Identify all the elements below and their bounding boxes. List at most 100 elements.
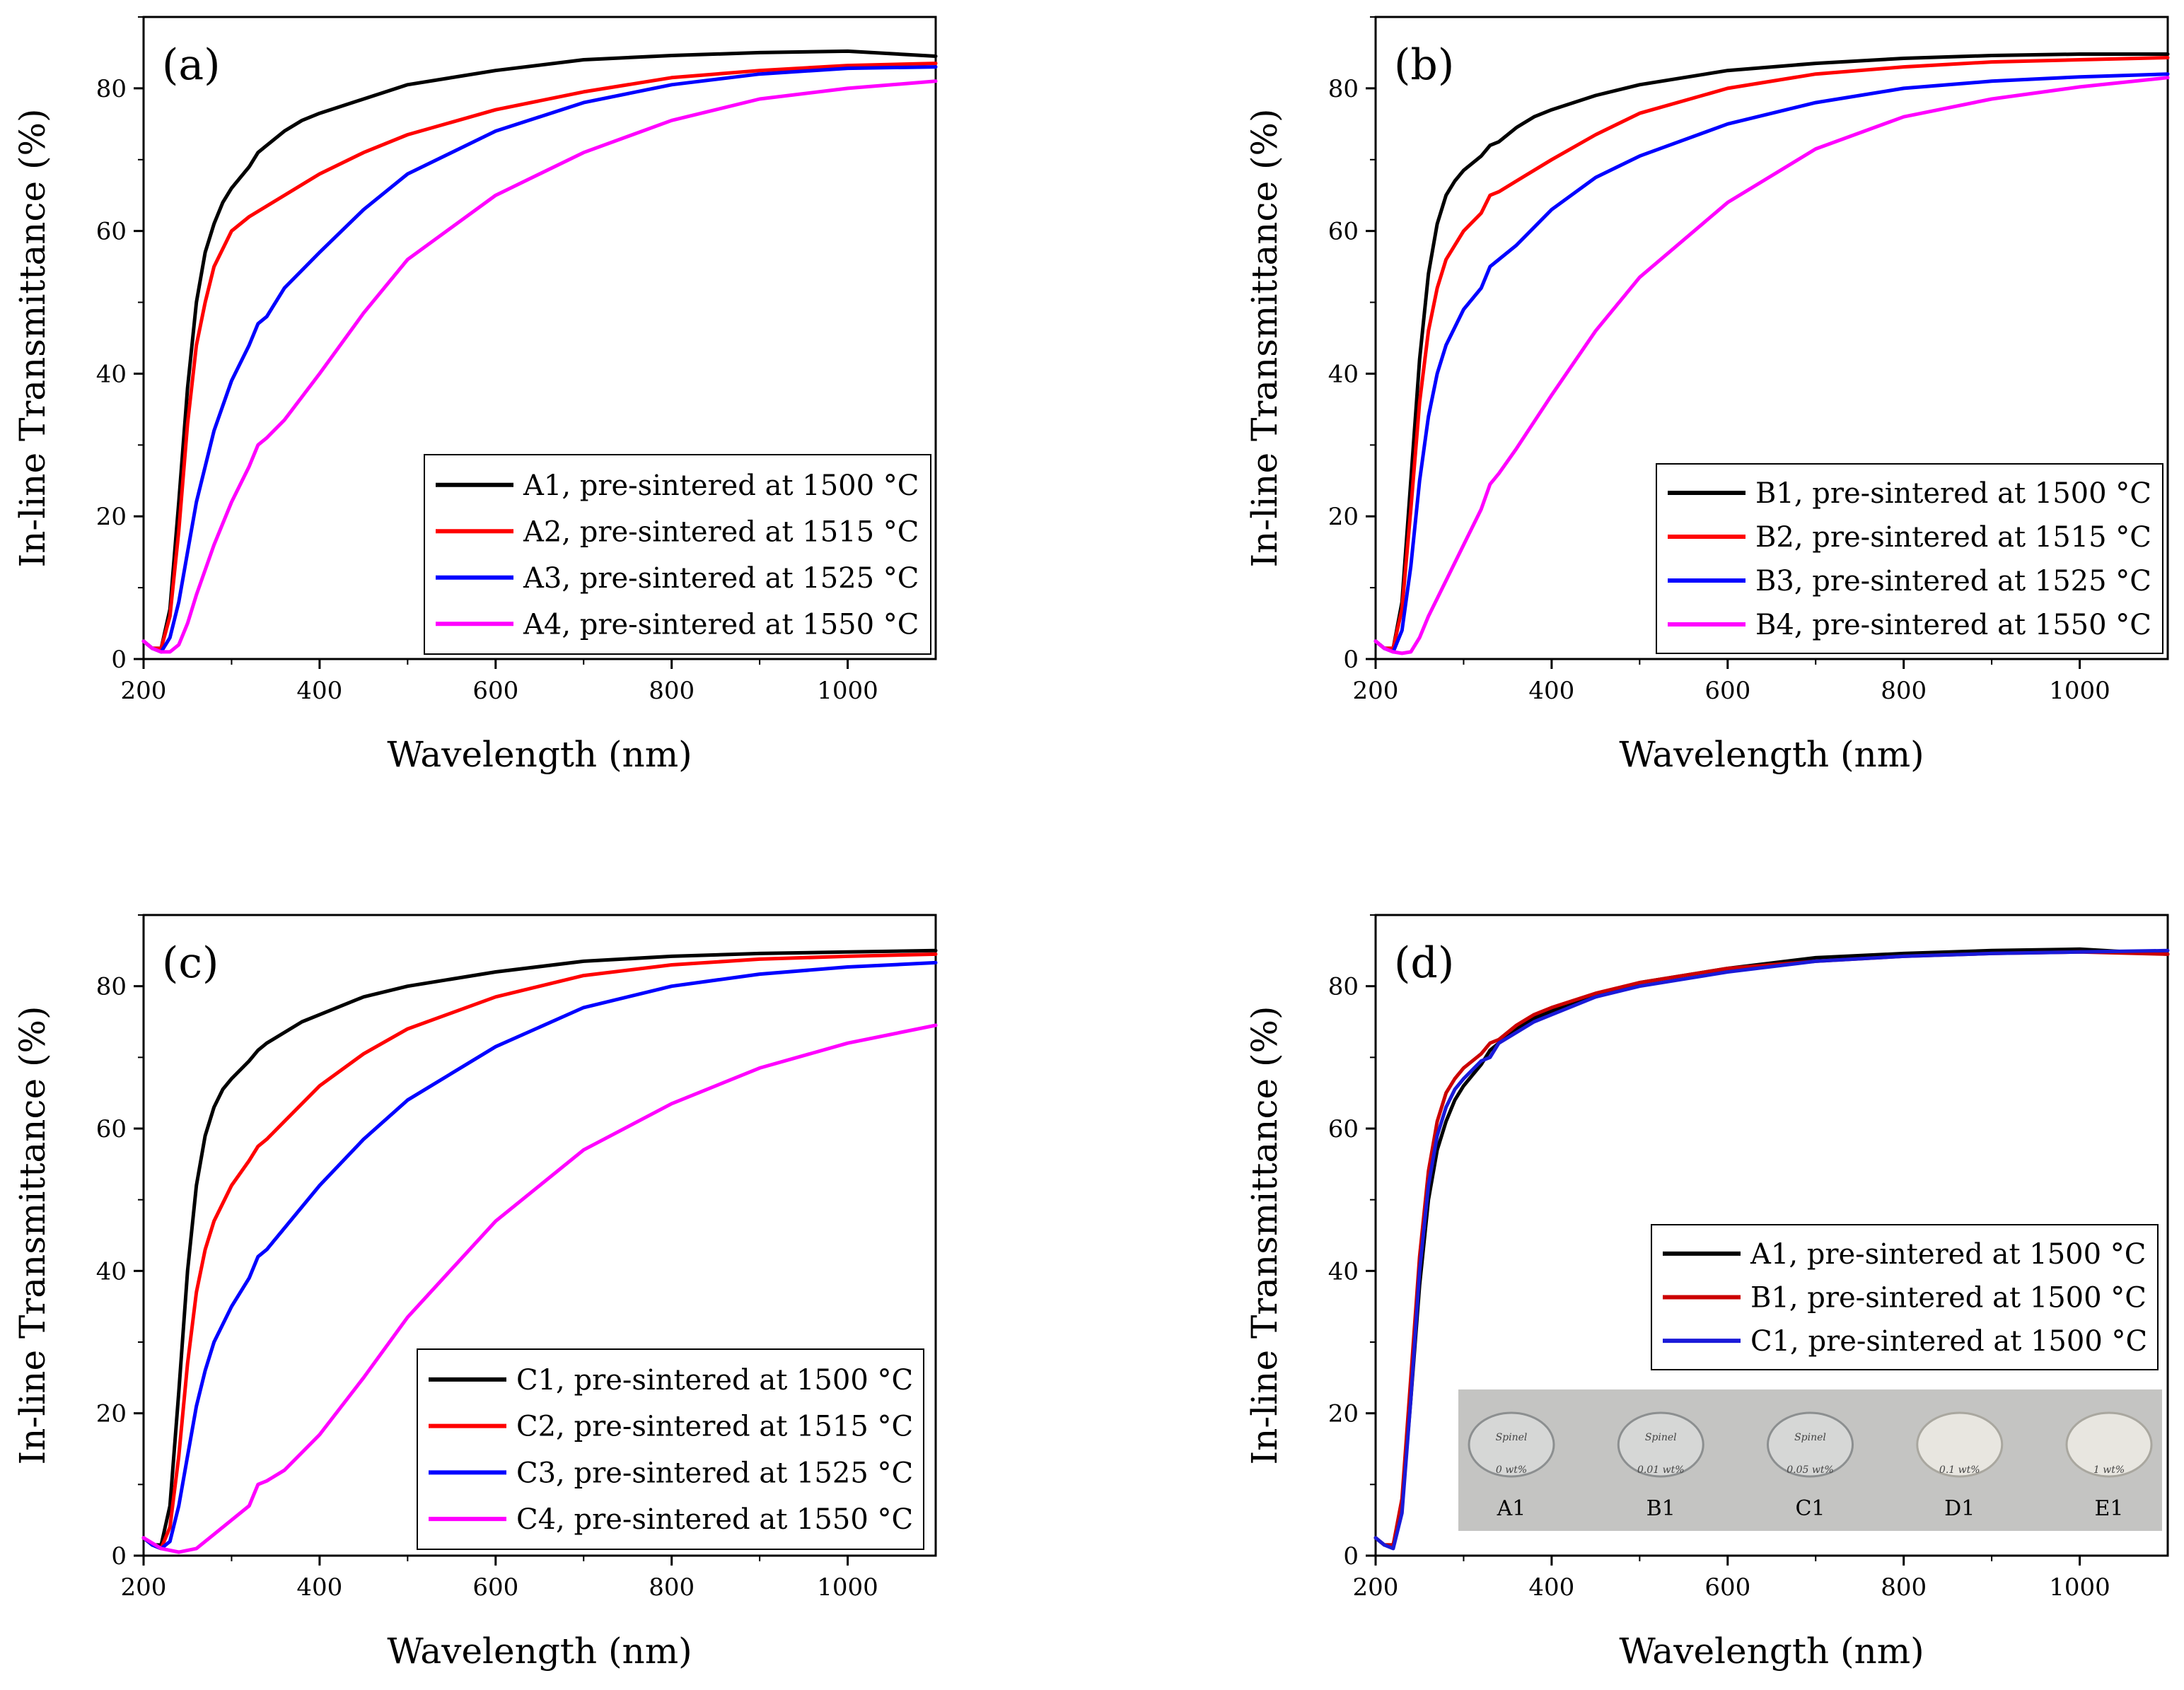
x-tick-label: 200 bbox=[121, 1573, 167, 1602]
x-tick-label: 1000 bbox=[2049, 1573, 2110, 1602]
y-tick-label: 80 bbox=[96, 973, 127, 1001]
legend-entry: B1, pre-sintered at 1500 °C bbox=[1755, 477, 2151, 510]
series-line-3 bbox=[1373, 948, 2170, 1551]
legend-entry: A1, pre-sintered at 1500 °C bbox=[1750, 1238, 2146, 1271]
x-tick-label: 800 bbox=[649, 677, 695, 705]
x-tick-label: 1000 bbox=[817, 677, 878, 705]
sample-doping-label: 1 wt% bbox=[2093, 1464, 2125, 1476]
y-tick-label: 20 bbox=[1328, 503, 1359, 531]
y-tick-label: 0 bbox=[1343, 646, 1359, 674]
x-tick-label: 1000 bbox=[2049, 677, 2110, 705]
y-axis-title: In-line Transmittance (%) bbox=[1244, 1006, 1285, 1464]
series-line-4 bbox=[1373, 76, 2170, 655]
sample-label: B1 bbox=[1646, 1496, 1675, 1521]
x-axis-title: Wavelength (nm) bbox=[1619, 1631, 1924, 1672]
sample-doping-label: 0.01 wt% bbox=[1637, 1464, 1685, 1476]
y-tick-label: 20 bbox=[1328, 1400, 1359, 1428]
series-line-2 bbox=[141, 952, 938, 1551]
x-axis-title: Wavelength (nm) bbox=[1619, 734, 1924, 775]
x-tick-label: 600 bbox=[1704, 677, 1750, 705]
x-tick-label: 1000 bbox=[817, 1573, 878, 1602]
y-axis-title: In-line Transmittance (%) bbox=[12, 108, 53, 567]
y-tick-label: 60 bbox=[96, 218, 127, 246]
x-tick-label: 200 bbox=[121, 677, 167, 705]
chart-panel-2: 200 400 600 800 1000 0 20 40 60 80 Wavelength (nm)… bbox=[1244, 16, 2170, 775]
legend-entry: A2, pre-sintered at 1515 °C bbox=[523, 515, 919, 548]
series-line-3 bbox=[141, 65, 938, 654]
y-tick-label: 60 bbox=[1328, 1115, 1359, 1143]
x-tick-label: 600 bbox=[1704, 1573, 1750, 1602]
legend: A1, pre-sintered at 1500 °C A2, pre-sinte… bbox=[424, 454, 931, 655]
x-tick-label: 800 bbox=[1881, 1573, 1927, 1602]
chart-panel-4: 200 400 600 800 1000 0 20 40 60 80 Wavelength (nm)… bbox=[1244, 914, 2170, 1672]
sample-doping-label: 0 wt% bbox=[1496, 1464, 1527, 1476]
x-tick-label: 600 bbox=[472, 1573, 518, 1602]
y-axis-title: In-line Transmittance (%) bbox=[12, 1006, 53, 1464]
y-axis-title: In-line Transmittance (%) bbox=[1244, 108, 1285, 567]
y-tick-label: 80 bbox=[1328, 973, 1359, 1001]
y-tick-label: 20 bbox=[96, 1400, 127, 1428]
legend-entry: C3, pre-sintered at 1525 °C bbox=[516, 1457, 913, 1489]
series-line-1 bbox=[141, 948, 938, 1547]
plot-frame bbox=[142, 914, 937, 1557]
legend-entry: C1, pre-sintered at 1500 °C bbox=[516, 1364, 913, 1397]
plot-frame bbox=[1374, 914, 2169, 1557]
sample-doping-label: 0.1 wt% bbox=[1939, 1464, 1980, 1476]
y-tick-label: 80 bbox=[96, 75, 127, 103]
sample-label: E1 bbox=[2095, 1496, 2124, 1521]
legend-entry: A3, pre-sintered at 1525 °C bbox=[523, 562, 919, 595]
legend-box bbox=[1656, 463, 2163, 654]
sample-disc bbox=[1617, 1411, 1704, 1478]
x-axis-title: Wavelength (nm) bbox=[387, 1631, 692, 1672]
series-line-2 bbox=[141, 62, 938, 651]
sample-disc bbox=[1767, 1411, 1854, 1478]
y-tick-label: 40 bbox=[1328, 360, 1359, 388]
panel-label: (c) bbox=[162, 938, 219, 988]
legend-entry: B4, pre-sintered at 1550 °C bbox=[1755, 609, 2151, 641]
y-tick-label: 20 bbox=[96, 503, 127, 531]
legend-entry: B2, pre-sintered at 1515 °C bbox=[1755, 521, 2151, 554]
y-tick-label: 0 bbox=[1343, 1542, 1359, 1570]
y-tick-label: 60 bbox=[1328, 218, 1359, 246]
legend-entry: C2, pre-sintered at 1515 °C bbox=[516, 1411, 913, 1443]
sample-label: C1 bbox=[1795, 1496, 1825, 1521]
sample-disc-caption: Spinel bbox=[1645, 1432, 1677, 1443]
sample-disc bbox=[2065, 1411, 2153, 1478]
x-tick-label: 400 bbox=[296, 1573, 342, 1602]
y-tick-label: 40 bbox=[96, 360, 127, 388]
chart-panel-1: 200 400 600 800 1000 0 20 40 60 80 Wavelength (nm)… bbox=[12, 16, 938, 775]
y-tick-label: 40 bbox=[96, 1257, 127, 1286]
legend: B1, pre-sintered at 1500 °C B2, pre-sinte… bbox=[1656, 463, 2163, 654]
plot-frame bbox=[142, 16, 937, 660]
series-line-3 bbox=[141, 960, 938, 1551]
x-tick-label: 800 bbox=[1881, 677, 1927, 705]
y-tick-label: 0 bbox=[111, 1542, 127, 1570]
y-tick-label: 0 bbox=[111, 646, 127, 674]
sample-label: D1 bbox=[1944, 1496, 1975, 1521]
legend: C1, pre-sintered at 1500 °C C2, pre-sinte… bbox=[417, 1348, 924, 1550]
sample-disc bbox=[1468, 1411, 1555, 1478]
panel-label: (a) bbox=[162, 40, 221, 90]
x-tick-label: 400 bbox=[296, 677, 342, 705]
series-line-1 bbox=[141, 49, 938, 651]
chart-panel-3: 200 400 600 800 1000 0 20 40 60 80 Wavelength (nm)… bbox=[12, 914, 938, 1672]
legend-box bbox=[417, 1348, 924, 1550]
sample-photo-inset: Spinel 0 wt% A1 Spinel 0.01 wt% B1 Spinel 0.05 … bbox=[1458, 1389, 2162, 1531]
y-tick-label: 80 bbox=[1328, 75, 1359, 103]
legend: A1, pre-sintered at 1500 °C B1, pre-sinte… bbox=[1651, 1224, 2159, 1370]
panel-label: (d) bbox=[1394, 938, 1454, 988]
legend-entry: A4, pre-sintered at 1550 °C bbox=[523, 608, 919, 641]
sample-disc-caption: Spinel bbox=[1794, 1432, 1826, 1443]
x-tick-label: 200 bbox=[1353, 677, 1399, 705]
sample-disc-caption: Spinel bbox=[1496, 1432, 1528, 1443]
legend-entry: B3, pre-sintered at 1525 °C bbox=[1755, 565, 2151, 598]
series-line-4 bbox=[141, 1023, 938, 1554]
plot-frame bbox=[1374, 16, 2169, 660]
legend-entry: C4, pre-sintered at 1550 °C bbox=[516, 1503, 913, 1536]
legend-box bbox=[424, 454, 931, 655]
sample-doping-label: 0.05 wt% bbox=[1787, 1464, 1834, 1476]
legend-entry: A1, pre-sintered at 1500 °C bbox=[523, 470, 919, 502]
x-tick-label: 400 bbox=[1528, 1573, 1574, 1602]
x-tick-label: 400 bbox=[1528, 677, 1574, 705]
